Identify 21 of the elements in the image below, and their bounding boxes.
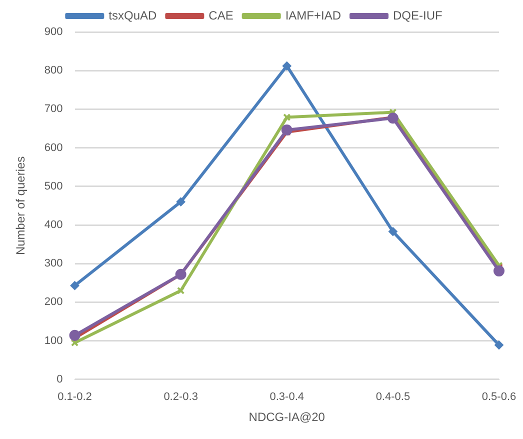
y-tick-label: 200	[44, 296, 63, 308]
x-tick-label: 0.1-0.2	[58, 391, 92, 404]
y-tick-label: 100	[44, 334, 63, 347]
y-tick-label: 800	[44, 64, 63, 77]
y-tick-label: 400	[44, 219, 63, 232]
legend-label: IAMF+IAD	[285, 8, 342, 22]
x-tick-label: 0.3-0.4	[270, 391, 304, 404]
y-tick-label: 900	[44, 26, 63, 38]
legend-label: DQE-IUF	[393, 8, 442, 22]
x-tick-label: 0.5-0.6	[482, 391, 516, 404]
x-axis-title: NDCG-IA@20	[248, 410, 326, 424]
x-tick-label: 0.2-0.3	[164, 391, 198, 404]
y-tick-label: 700	[44, 103, 63, 116]
legend-label: tsxQuAD	[108, 8, 157, 22]
y-tick-label: 600	[44, 142, 63, 154]
x-tick-label: 0.4-0.5	[376, 391, 410, 404]
y-axis-title: Number of queries	[14, 156, 28, 256]
y-tick-label: 500	[44, 180, 63, 192]
y-tick-label: 0	[56, 373, 63, 386]
legend-label: CAE	[208, 8, 234, 22]
y-tick-label: 300	[44, 258, 63, 270]
